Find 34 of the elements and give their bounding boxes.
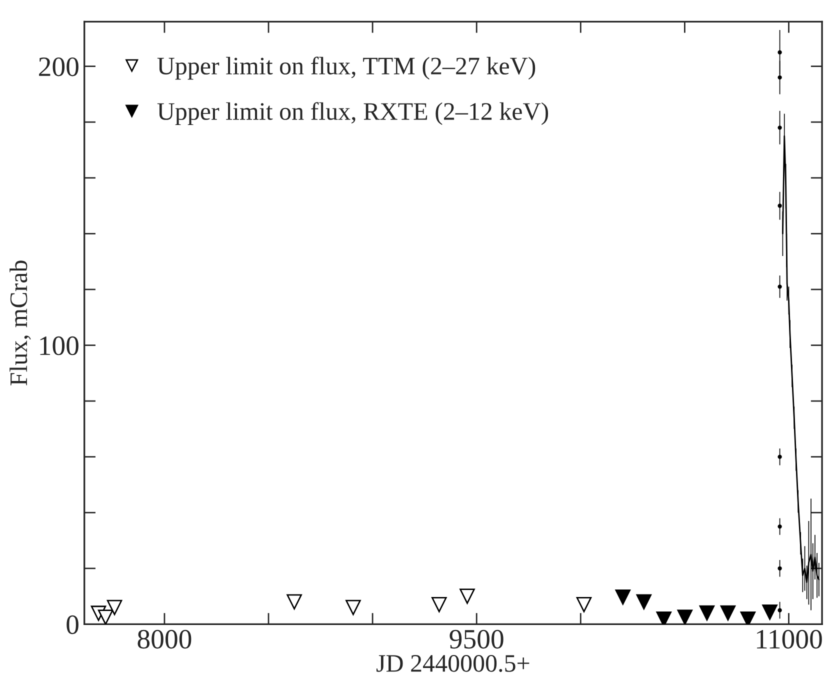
x-axis-title: JD 2440000.5+: [376, 654, 530, 672]
point: [106, 600, 122, 616]
point: [576, 597, 592, 612]
point: [778, 284, 782, 289]
point: [740, 612, 756, 624]
point: [636, 594, 652, 610]
point: [286, 594, 302, 610]
y-tick-label: 100: [40, 336, 78, 356]
point: [460, 588, 475, 604]
point: [778, 75, 782, 80]
point: [677, 610, 693, 624]
point: [778, 126, 782, 130]
point: [346, 600, 361, 616]
legend-label: Upper limit on flux, TTM (2–27 keV): [157, 56, 536, 80]
x-tick-label: 9500: [450, 630, 504, 649]
point: [778, 566, 782, 570]
point: [762, 604, 778, 620]
y-tick-label: 200: [39, 57, 78, 76]
y-axis-title: Flux, mCrab: [10, 260, 31, 386]
point: [98, 610, 114, 624]
legend-label: Upper limit on flux, RXTE (2–12 keV): [157, 102, 548, 126]
point: [778, 454, 782, 459]
point: [778, 204, 782, 208]
point: [720, 605, 736, 621]
point: [656, 612, 672, 624]
x-tick-label: 11000: [756, 630, 822, 649]
point: [778, 524, 782, 529]
point: [699, 605, 715, 621]
point: [615, 589, 631, 605]
point: [778, 50, 782, 54]
point: [778, 608, 782, 612]
point: [432, 597, 447, 612]
x-tick-label: 8000: [138, 630, 192, 649]
y-tick-label: 0: [66, 615, 78, 634]
